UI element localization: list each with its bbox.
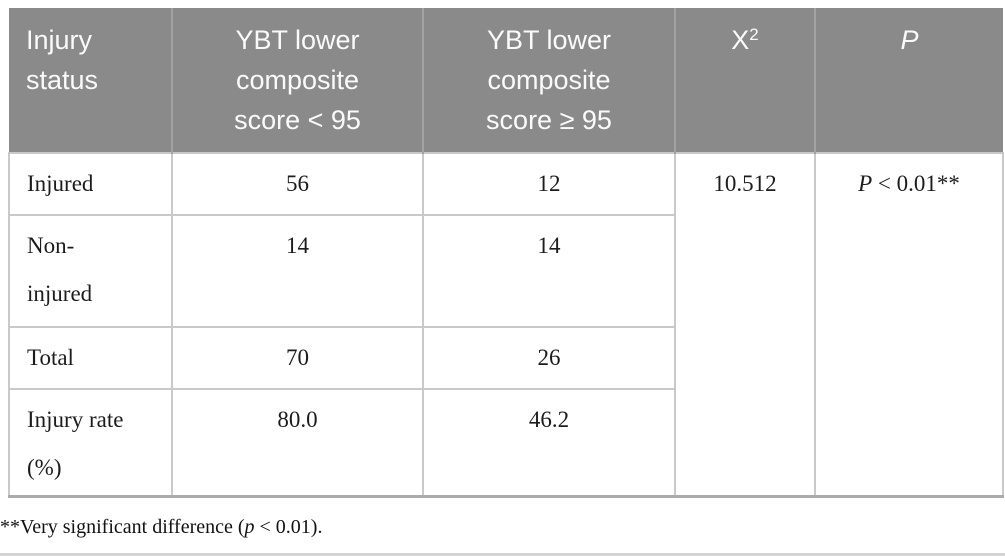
p-value-symbol: P: [858, 171, 873, 196]
table-body: Injured 56 12 10.512 P < 0.01** Non- inj…: [8, 152, 1004, 497]
cell-non-injured-ge95: 14: [422, 214, 676, 328]
header-cell-p: P: [814, 8, 1003, 153]
footnote-text-start: **Very significant difference (: [0, 516, 245, 538]
cell-injured-lt95: 56: [171, 152, 424, 216]
footnote-p-symbol: p: [244, 516, 255, 538]
cell-total-ge95: 26: [422, 326, 676, 390]
cell-injured-ge95: 12: [422, 152, 676, 216]
page-bottom-divider: [0, 553, 1005, 556]
table-row-injured: Injured 56 12 10.512 P < 0.01**: [8, 152, 1004, 497]
cell-total-lt95: 70: [171, 326, 424, 390]
header-cell-chi-square: X2: [674, 8, 815, 153]
cell-injury-rate-lt95: 80.0: [171, 388, 424, 497]
cell-chi-square-value: 10.512: [674, 152, 816, 497]
row-label-injured: Injured: [8, 152, 173, 216]
header-cell-ybt-lt95: YBT lower composite score < 95: [171, 8, 423, 153]
table-row-total: Total 70 26: [8, 326, 1003, 390]
row-label-total: Total: [8, 326, 173, 390]
cell-non-injured-lt95: 14: [171, 214, 424, 328]
header-cell-injury-status: Injury status: [9, 8, 172, 153]
header-row: Injury status YBT lower composite score …: [9, 8, 1003, 153]
cell-injury-rate-ge95: 46.2: [422, 388, 676, 497]
footnote-text-end: < 0.01).: [254, 516, 323, 538]
row-label-non-injured: Non- injured: [8, 214, 173, 328]
row-label-injury-rate: Injury rate (%): [8, 388, 173, 497]
table-row-non-injured: Non- injured 14 14: [8, 214, 1003, 328]
chi-square-exponent: 2: [749, 25, 759, 44]
results-table-container: Injury status YBT lower composite score …: [8, 8, 1004, 498]
table-row-injury-rate: Injury rate (%) 80.0 46.2: [8, 388, 1003, 497]
table-footnote: **Very significant difference (p < 0.01)…: [0, 512, 322, 542]
cell-p-value: P < 0.01**: [814, 152, 1004, 497]
table-header: Injury status YBT lower composite score …: [9, 8, 1003, 153]
chi-square-base: X: [731, 25, 750, 55]
header-cell-ybt-ge95: YBT lower composite score ≥ 95: [422, 8, 675, 153]
injury-vs-ybt-table: Injury status YBT lower composite score …: [8, 8, 1004, 498]
p-value-rest: < 0.01**: [872, 171, 960, 196]
